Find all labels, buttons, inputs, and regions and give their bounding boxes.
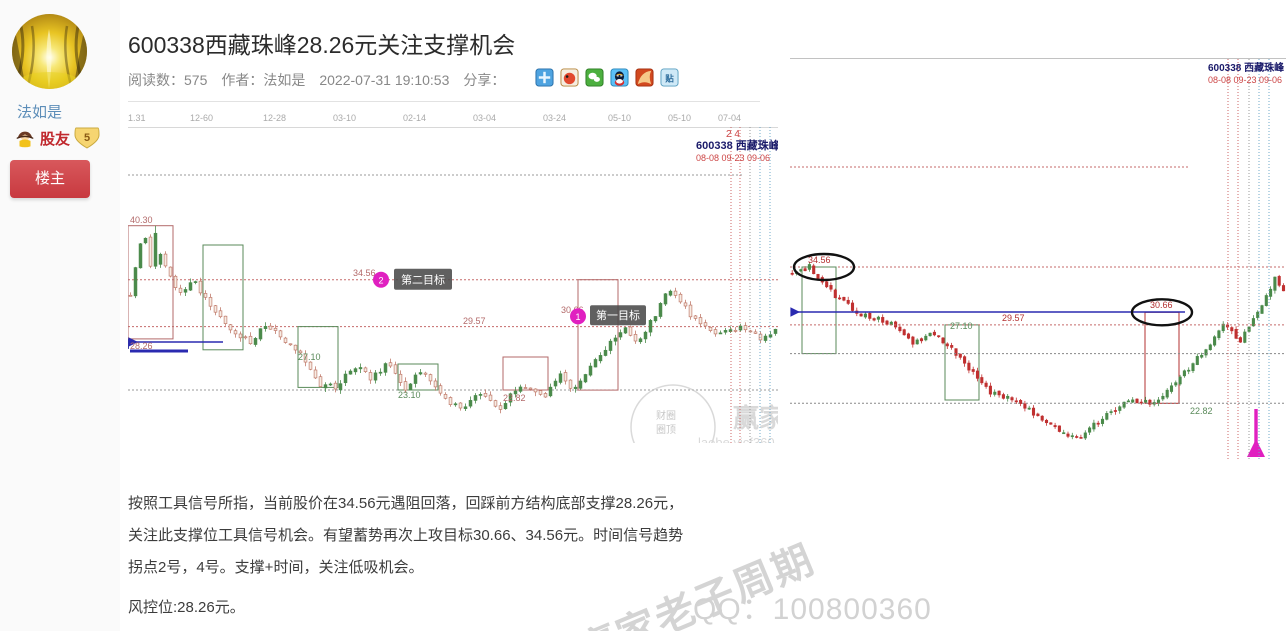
svg-text:27.10: 27.10: [950, 321, 973, 331]
svg-text:34.56: 34.56: [808, 255, 831, 265]
svg-text:29.57: 29.57: [1002, 313, 1025, 323]
svg-text:贴: 贴: [665, 72, 674, 83]
svg-text:40.30: 40.30: [130, 215, 153, 225]
svg-text:08-08 09-23 09-06: 08-08 09-23 09-06: [696, 153, 770, 163]
svg-text:5: 5: [84, 132, 90, 144]
svg-text:圈顶: 圈顶: [656, 424, 676, 436]
svg-text:29.57: 29.57: [463, 316, 486, 326]
svg-text:30.66: 30.66: [1150, 300, 1173, 310]
svg-text:第二目标: 第二目标: [401, 273, 445, 287]
svg-text:08-08 09-23 09-06: 08-08 09-23 09-06: [1208, 75, 1282, 85]
svg-text:600338 西藏珠峰: 600338 西藏珠峰: [1208, 61, 1285, 74]
svg-text:2 4: 2 4: [726, 129, 740, 140]
svg-text:2: 2: [378, 276, 383, 286]
svg-text:财圈: 财圈: [656, 409, 676, 422]
svg-text:600338 西藏珠峰: 600338 西藏珠峰: [696, 138, 778, 152]
svg-text:1: 1: [575, 312, 580, 322]
svg-text:laobe.yjcf360.com: laobe.yjcf360.com: [698, 435, 778, 443]
svg-text:第一目标: 第一目标: [596, 308, 640, 322]
svg-text:23.10: 23.10: [398, 390, 421, 400]
svg-text:28.26: 28.26: [130, 341, 153, 351]
svg-text:27.10: 27.10: [298, 352, 321, 362]
svg-text:22.82: 22.82: [1190, 406, 1213, 416]
svg-text:34.56: 34.56: [353, 268, 376, 278]
svg-text:22.82: 22.82: [503, 393, 526, 403]
